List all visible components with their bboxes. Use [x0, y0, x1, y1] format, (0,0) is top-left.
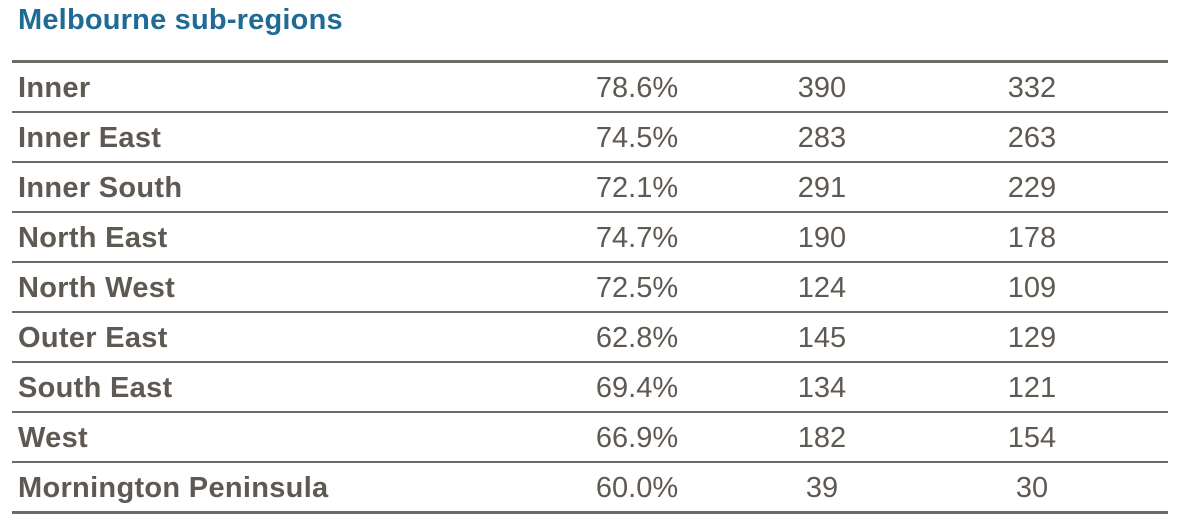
region-percentage: 72.5% [595, 272, 679, 304]
table-row: North West 72.5% 124 109 [12, 263, 1168, 313]
region-value-2: 263 [1007, 122, 1057, 154]
table-row: South East 69.4% 134 121 [12, 363, 1168, 413]
region-value-1: 283 [797, 122, 847, 154]
region-percentage: 74.7% [595, 222, 679, 254]
region-value-2: 229 [1007, 172, 1057, 204]
table-row: Inner South 72.1% 291 229 [12, 163, 1168, 213]
region-value-2: 30 [1015, 472, 1049, 504]
region-name: Inner South [18, 172, 183, 204]
table-title: Melbourne sub-regions [18, 4, 343, 36]
region-value-2: 121 [1007, 372, 1057, 404]
region-value-1: 39 [805, 472, 839, 504]
region-name: West [18, 422, 88, 454]
region-percentage: 74.5% [595, 122, 679, 154]
table-row: Mornington Peninsula 60.0% 39 30 [12, 463, 1168, 514]
region-value-2: 154 [1007, 422, 1057, 454]
region-value-2: 129 [1007, 322, 1057, 354]
region-name: Mornington Peninsula [18, 472, 329, 504]
region-value-1: 291 [797, 172, 847, 204]
region-value-1: 124 [797, 272, 847, 304]
table-row: Inner East 74.5% 283 263 [12, 113, 1168, 163]
region-name: North East [18, 222, 168, 254]
sub-regions-table: Inner 78.6% 390 332 Inner East 74.5% 283… [12, 60, 1168, 514]
region-value-2: 178 [1007, 222, 1057, 254]
table-row: West 66.9% 182 154 [12, 413, 1168, 463]
region-value-1: 390 [797, 72, 847, 104]
region-percentage: 72.1% [595, 172, 679, 204]
region-percentage: 62.8% [595, 322, 679, 354]
region-value-2: 109 [1007, 272, 1057, 304]
region-percentage: 69.4% [595, 372, 679, 404]
region-name: Inner East [18, 122, 162, 154]
region-name: South East [18, 372, 173, 404]
region-value-1: 182 [797, 422, 847, 454]
region-name: North West [18, 272, 176, 304]
region-value-2: 332 [1007, 72, 1057, 104]
region-percentage: 60.0% [595, 472, 679, 504]
table-row: Outer East 62.8% 145 129 [12, 313, 1168, 363]
table-row: Inner 78.6% 390 332 [12, 63, 1168, 113]
region-value-1: 134 [797, 372, 847, 404]
table-row: North East 74.7% 190 178 [12, 213, 1168, 263]
region-value-1: 190 [797, 222, 847, 254]
region-percentage: 66.9% [595, 422, 679, 454]
region-name: Outer East [18, 322, 168, 354]
region-value-1: 145 [797, 322, 847, 354]
region-name: Inner [18, 72, 91, 104]
region-percentage: 78.6% [595, 72, 679, 104]
